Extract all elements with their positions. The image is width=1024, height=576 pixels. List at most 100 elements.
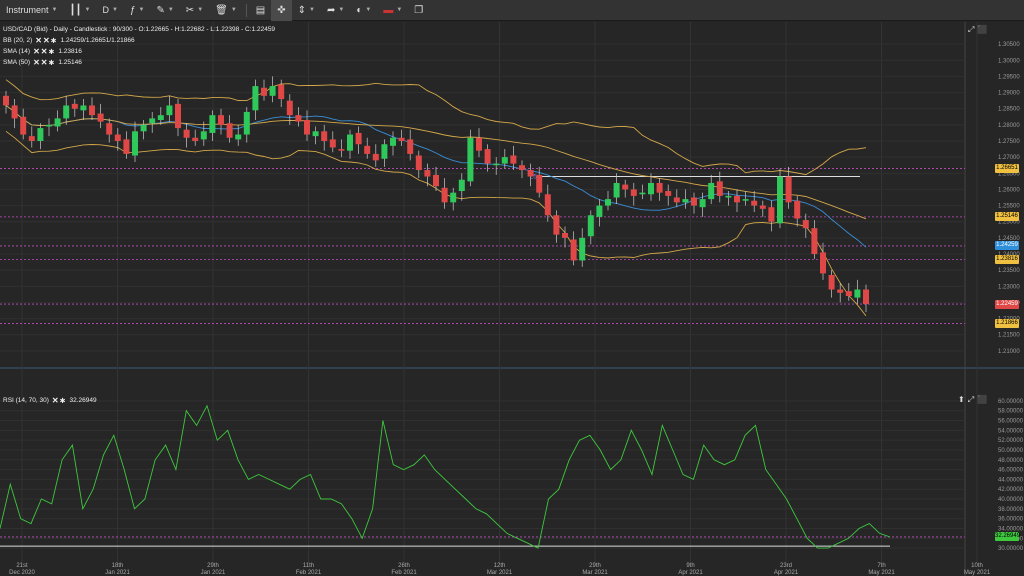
candle-body	[321, 131, 328, 141]
price-tick-label: 1.21500	[998, 333, 1020, 339]
candle-body	[329, 139, 336, 148]
candle-body	[200, 131, 207, 140]
candle-body	[295, 115, 302, 122]
legend-bb: BB (20, 2) ✕ ✕ ✱ 1.24259/1.26651/1.21866	[3, 36, 135, 45]
arrow-up-icon[interactable]: ⬆	[958, 395, 965, 404]
main-legend-title: USD/CAD (Bid) - Daily - Candlestick : 90…	[3, 26, 275, 33]
gear-icon[interactable]: ✱	[48, 48, 55, 56]
candle-body	[742, 199, 749, 201]
gear-icon[interactable]: ✱	[59, 397, 66, 405]
rsi-tick-label: 38.00000	[998, 507, 1024, 513]
candle-body	[768, 207, 775, 222]
time-tick-month: Apr 2021	[774, 570, 799, 576]
close-icon[interactable]: ✕	[33, 47, 40, 56]
candle-body	[785, 176, 792, 203]
rsi-tick-label: 54.00000	[998, 428, 1024, 434]
rsi-tick-label: 48.00000	[998, 458, 1024, 464]
candle-body	[648, 182, 654, 195]
close-icon[interactable]: ✕	[40, 47, 48, 56]
candle-body	[794, 200, 801, 219]
candle-body	[20, 116, 27, 135]
maximize-icon[interactable]: ⬛	[977, 395, 988, 404]
candle-body	[226, 123, 233, 138]
tools-menu[interactable]: ✂ ▼	[180, 0, 209, 21]
timeframe-menu[interactable]: D ▼	[96, 0, 123, 21]
rsi-tick-label: 46.00000	[998, 468, 1024, 474]
rsi-tick-label: 56.00000	[998, 419, 1024, 425]
price-tick-label: 1.23000	[998, 284, 1020, 290]
candle-body	[218, 115, 224, 125]
price-tick-label: 1.25500	[998, 204, 1020, 210]
rsi-tick-label: 58.00000	[998, 409, 1024, 415]
time-tick-day: 18th	[112, 563, 124, 569]
close-icon[interactable]: ✕	[33, 58, 40, 67]
rsi-tick-label: 60.00000	[998, 399, 1024, 405]
bb-upper-line	[5, 79, 867, 176]
candle-body	[777, 176, 783, 224]
chevron-down-icon: ▼	[365, 7, 372, 13]
price-tick-label: 1.24500	[998, 236, 1020, 242]
candle-body	[811, 228, 818, 254]
chevron-down-icon: ▼	[309, 7, 315, 13]
candle-body	[192, 137, 199, 141]
candle-body	[544, 194, 551, 216]
time-tick-month: Mar 2021	[582, 570, 608, 576]
expand-icon[interactable]: ⤢	[967, 395, 975, 404]
close-icon[interactable]: ✕	[40, 58, 48, 67]
uk-flag-icon: ▬	[383, 4, 394, 16]
rsi-value-tag: 32.26949	[995, 532, 1021, 542]
detach-window-button[interactable]: ❐	[408, 0, 429, 21]
language-menu[interactable]: ▬ ▼	[377, 0, 408, 21]
candle-body	[71, 103, 78, 109]
chart-type-menu[interactable]: ┃┃ ▼	[63, 0, 96, 21]
grid	[0, 22, 1024, 576]
gear-icon[interactable]: ✱	[50, 37, 57, 45]
candle-body	[605, 199, 611, 206]
candle-body	[54, 118, 61, 127]
indicators-menu[interactable]: ƒ ▼	[124, 0, 151, 21]
candle-body	[484, 149, 491, 164]
close-icon[interactable]: ✕	[42, 36, 50, 45]
sma14-value: 1.23816	[58, 48, 82, 55]
candle-body	[372, 153, 379, 161]
candle-body	[691, 197, 697, 206]
layout-button[interactable]: ▤	[250, 0, 271, 21]
maximize-icon[interactable]: ⬛	[977, 25, 988, 34]
gear-icon[interactable]: ✱	[48, 59, 55, 67]
close-icon[interactable]: ✕	[35, 36, 42, 45]
candle-body	[673, 197, 680, 203]
instrument-menu[interactable]: Instrument ▼	[0, 0, 63, 21]
expand-icon[interactable]: ⤢	[968, 25, 975, 34]
share-menu[interactable]: ➦ ▼	[321, 0, 350, 21]
theme-menu[interactable]: ◐ ▼	[350, 0, 377, 21]
scale-icon: ⇕	[297, 4, 307, 16]
candle-body	[519, 165, 525, 171]
close-icon[interactable]: ✕	[51, 396, 59, 405]
candle-body	[132, 131, 138, 156]
delete-menu[interactable]: 🗑 ▼	[209, 0, 243, 21]
trash-icon: 🗑	[215, 4, 228, 16]
time-tick-month: May 2021	[964, 570, 991, 576]
candle-body	[97, 113, 104, 122]
drawing-menu[interactable]: ✎ ▼	[150, 0, 179, 21]
crosshair-button[interactable]: ✜	[271, 0, 292, 21]
chevron-down-icon: ▼	[230, 7, 237, 13]
rsi-tick-label: 36.00000	[998, 517, 1024, 523]
candle-body	[622, 184, 629, 190]
sma14-name: SMA (14)	[3, 48, 31, 55]
candle-body	[562, 233, 568, 238]
candle-body	[820, 252, 826, 274]
candle-body	[63, 105, 70, 119]
time-tick-month: Apr 2021	[678, 570, 703, 576]
chevron-down-icon: ▼	[138, 7, 145, 13]
candle-body	[708, 182, 715, 200]
candle-body	[845, 291, 852, 296]
bb-value: 1.24259/1.26651/1.21866	[60, 37, 135, 44]
candle-body	[493, 163, 500, 166]
annotation-label: L5	[530, 175, 537, 181]
scale-menu[interactable]: ⇕ ▼	[292, 0, 321, 21]
candle-body	[183, 129, 190, 138]
time-tick-day: 21st	[16, 563, 28, 569]
time-tick-month: Feb 2021	[296, 570, 322, 576]
